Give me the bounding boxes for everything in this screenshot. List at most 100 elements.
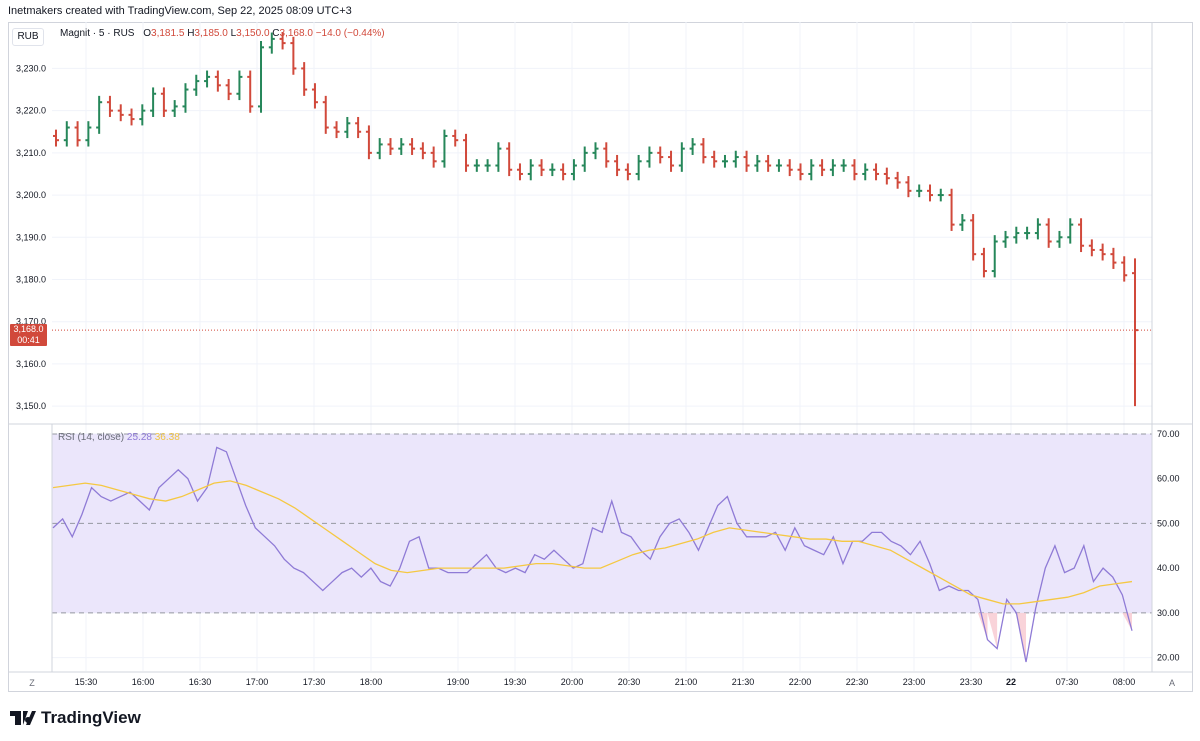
up-bar [484,159,491,172]
time-tick-label: 19:00 [447,677,470,687]
down-bar [980,247,987,278]
tradingview-logo-icon [10,711,36,725]
up-bar [549,163,556,177]
oversold-fill [1122,612,1132,631]
symbol-name[interactable]: Magnit · 5 · RUS [60,28,135,39]
high-label: H [187,28,195,39]
rsi-tick-label: 40.00 [1157,563,1180,573]
down-bar [657,146,664,164]
down-bar [1110,247,1117,269]
down-bar [614,154,621,177]
up-bar [193,74,200,96]
down-bar [970,214,977,261]
down-bar [743,150,750,172]
down-bar [333,121,340,139]
time-tick-label: 20:30 [618,677,641,687]
down-bar [1045,218,1052,248]
down-bar [765,154,772,172]
down-bar [430,146,437,168]
up-bar [258,40,265,113]
down-bar [409,138,416,155]
down-bar [387,138,394,155]
up-bar [689,138,696,155]
up-bar [171,100,178,117]
down-bar [883,167,890,185]
up-bar [1034,218,1041,240]
open-label: O [143,28,152,39]
price-axis: 3,150.0 3,160.0 3,170.0 3,180.0 3,190.0 3,200… [16,63,46,411]
chart-frame [8,22,1193,692]
currency-button[interactable]: RUB [12,28,44,46]
time-tick-label: 23:30 [960,677,983,687]
down-bar [106,95,113,117]
down-bar [452,129,459,147]
time-tick-label: 07:30 [1056,677,1079,687]
time-tick-label: 23:00 [903,677,926,687]
down-bar [506,142,513,177]
time-tick-label: 21:30 [732,677,755,687]
up-bar [63,121,70,147]
high-value: 3,185.0 [194,28,228,39]
price-tick-label: 3,180.0 [16,274,46,284]
rsi-label[interactable]: RSI (14, close) [58,432,125,443]
down-bar [1121,256,1128,282]
down-bar [516,163,523,181]
down-bar [463,133,470,172]
up-bar [1024,226,1031,240]
down-bar [419,142,426,160]
rsi-tick-label: 30.00 [1157,608,1180,618]
up-bar [732,150,739,168]
close-value: 3,168.0 [279,28,313,39]
down-bar [322,95,329,134]
up-bar [754,154,761,172]
up-bar [840,159,847,172]
close-label: C [272,28,280,39]
down-bar [128,108,135,126]
up-bar [808,159,815,181]
tradingview-logo[interactable]: TradingView [10,708,141,728]
down-bar [225,78,232,101]
down-bar [851,159,858,181]
rsi-legend: RSI (14, close) 25.28 36.38 [58,432,180,443]
time-tick-label: 16:30 [189,677,212,687]
up-bar [398,138,405,155]
up-bar [829,159,836,177]
auto-scale-button[interactable]: A [1168,678,1175,688]
last-price-tag: 3,168.0 00:41 [10,324,47,346]
up-bar [646,146,653,168]
tradingview-brand: TradingView [41,708,141,727]
down-bar [160,87,167,117]
up-bar [937,188,944,202]
chart-attribution: Inetmakers created with TradingView.com,… [8,5,352,17]
down-bar [819,159,826,177]
low-value: 3,150.0 [236,28,270,39]
price-tick-label: 3,190.0 [16,232,46,242]
time-tick-label: 15:30 [75,677,98,687]
up-bar [1067,218,1074,244]
oversold-fill [977,612,988,640]
up-bar [139,104,146,126]
down-bar [948,188,955,231]
last-price-value: 3,168.0 [13,324,44,334]
down-bar [301,62,308,96]
down-bar [365,125,372,160]
up-bar [991,235,998,278]
time-tick-label: 20:00 [561,677,584,687]
down-bar [926,184,933,202]
down-bar [1088,239,1095,257]
up-bar [1002,230,1009,248]
down-bar [797,163,804,181]
time-tick-label: 17:00 [246,677,269,687]
time-tick-label: 08:00 [1113,677,1136,687]
up-bar [182,83,189,113]
up-bar [1013,226,1020,244]
down-bar [290,36,297,75]
up-bar [150,87,157,117]
up-bar [775,159,782,172]
up-bar [916,184,923,198]
down-bar [117,104,124,122]
timezone-button[interactable]: Z [29,678,35,688]
rsi-tick-label: 20.00 [1157,653,1180,663]
bar-countdown: 00:41 [17,335,40,345]
